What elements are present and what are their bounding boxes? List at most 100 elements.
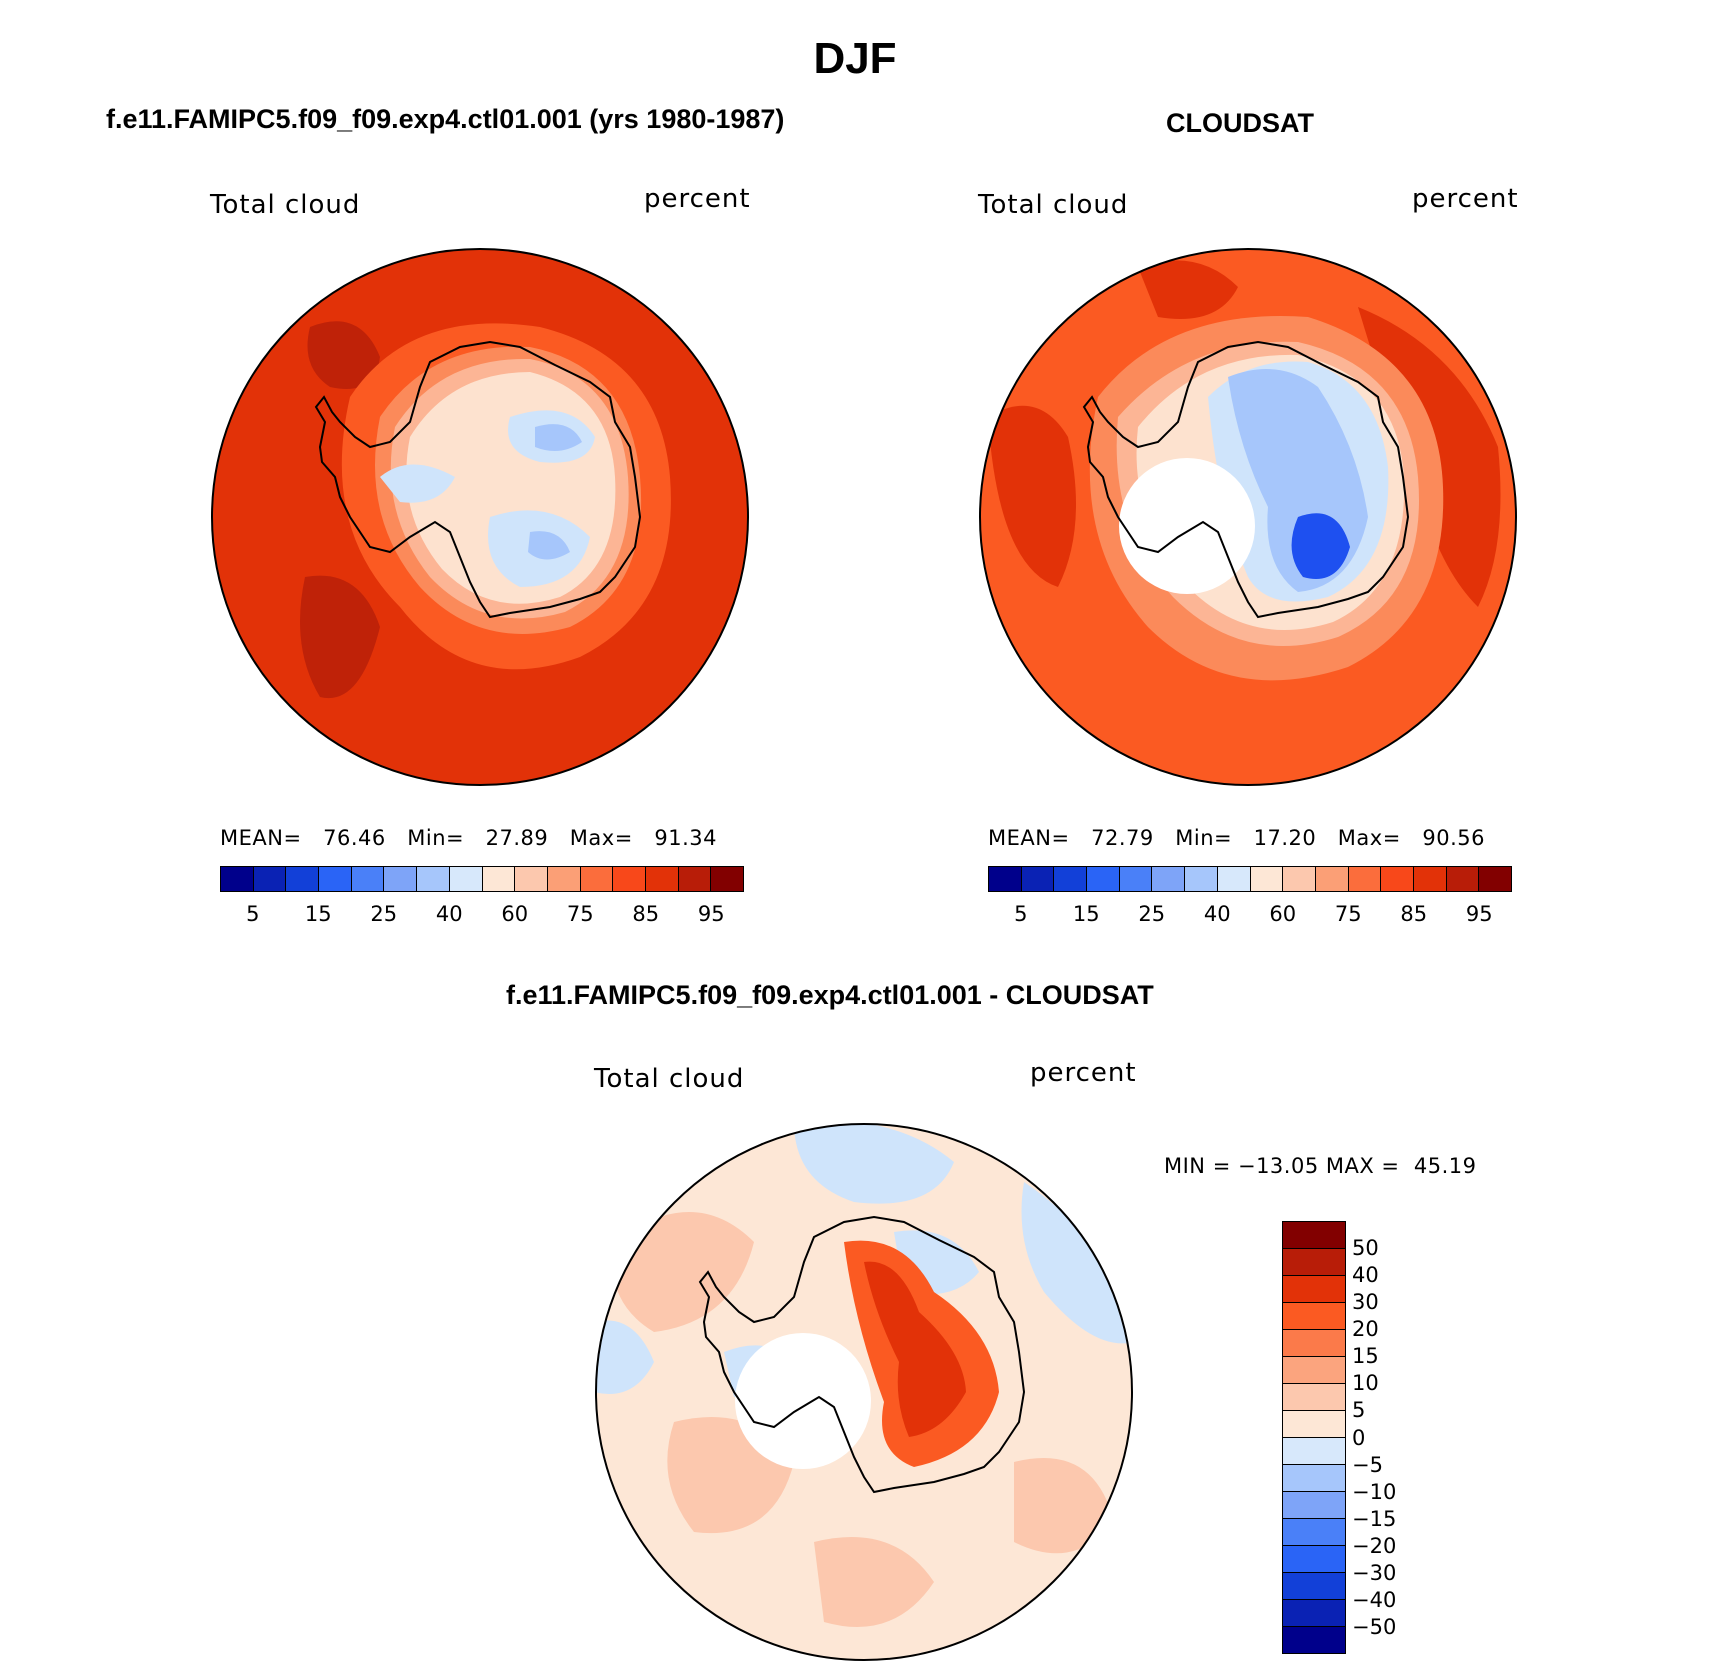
colorbar-swatch: [711, 867, 743, 891]
colorbar-swatch: [1283, 1573, 1345, 1600]
model-coastline: [314, 340, 642, 619]
obs-stats: MEAN= 72.79 Min= 17.20 Max= 90.56: [988, 826, 1485, 850]
obs-units-label: percent: [1412, 184, 1519, 214]
colorbar-tick-label: 30: [1352, 1290, 1379, 1315]
colorbar-swatch: [319, 867, 352, 891]
obs-max-label: Max=: [1337, 826, 1401, 850]
colorbar-swatch: [1283, 1276, 1345, 1303]
model-variable-label: Total cloud: [210, 190, 361, 220]
colorbar-swatch: [1185, 867, 1218, 891]
model-max-value: 91.34: [654, 826, 717, 850]
model-polar-map: [211, 248, 749, 786]
diff-panel-title: f.e11.FAMIPC5.f09_f09.exp4.ctl01.001 - C…: [506, 980, 1154, 1010]
diff-positive-patch: [814, 1537, 934, 1627]
diff-missing-data-hole: [735, 1333, 871, 1469]
colorbar-tick-label: 75: [1334, 902, 1362, 926]
obs-max-value: 90.56: [1422, 826, 1485, 850]
colorbar-swatch: [1087, 867, 1120, 891]
colorbar-tick-label: 60: [501, 902, 529, 926]
model-min-value: 27.89: [485, 826, 549, 850]
colorbar-tick-label: 5: [1352, 1398, 1366, 1423]
model-min-label: Min=: [407, 826, 465, 850]
colorbar-swatch: [989, 867, 1022, 891]
colorbar-swatch: [1283, 1357, 1345, 1384]
colorbar-swatch: [1283, 1546, 1345, 1573]
colorbar-swatch: [1283, 867, 1316, 891]
colorbar-swatch: [449, 867, 483, 891]
colorbar-swatch: [1283, 1303, 1345, 1330]
colorbar-swatch: [286, 867, 320, 891]
colorbar-swatch: [1315, 867, 1349, 891]
obs-missing-data-hole: [1119, 458, 1255, 594]
colorbar-swatch: [1152, 867, 1186, 891]
colorbar-swatch: [547, 867, 581, 891]
diff-positive-patch: [612, 1212, 754, 1332]
diff-negative-patch: [794, 1124, 954, 1204]
colorbar-swatch: [1021, 867, 1055, 891]
colorbar-swatch: [1283, 1438, 1345, 1465]
colorbar-swatch: [1250, 867, 1284, 891]
colorbar-tick-label: 25: [1138, 902, 1166, 926]
colorbar-tick-label: −50: [1352, 1614, 1397, 1639]
diff-colorbar: [1282, 1221, 1346, 1654]
colorbar-swatch: [645, 867, 679, 891]
model-units-label: percent: [644, 184, 751, 214]
model-mean-label: MEAN=: [220, 826, 302, 850]
colorbar-tick-label: 40: [1352, 1263, 1379, 1288]
model-low-cloud-patch: [380, 464, 455, 503]
colorbar-tick-label: 60: [1269, 902, 1297, 926]
colorbar-swatch: [1283, 1222, 1345, 1249]
colorbar-tick-label: −30: [1352, 1560, 1397, 1585]
colorbar-tick-label: 40: [435, 902, 463, 926]
obs-mean-label: MEAN=: [988, 826, 1070, 850]
diff-variable-label: Total cloud: [594, 1064, 745, 1094]
diff-units-label: percent: [1030, 1058, 1137, 1088]
colorbar-tick-label: 85: [632, 902, 660, 926]
colorbar-swatch: [580, 867, 614, 891]
obs-mean-value: 72.79: [1091, 826, 1154, 850]
colorbar-swatch: [1283, 1411, 1345, 1438]
colorbar-swatch: [1283, 1519, 1345, 1546]
obs-panel-title: CLOUDSAT: [1166, 108, 1314, 138]
model-lowest-cloud-patch: [528, 531, 570, 560]
colorbar-swatch: [1283, 1492, 1345, 1519]
colorbar-tick-label: 20: [1352, 1317, 1379, 1342]
diff-positive-patch: [1014, 1458, 1114, 1554]
model-panel-title: f.e11.FAMIPC5.f09_f09.exp4.ctl01.001 (yr…: [106, 104, 785, 134]
colorbar-tick-label: 85: [1400, 902, 1428, 926]
diff-largest-positive-patch: [864, 1261, 966, 1437]
colorbar-tick-label: −5: [1352, 1452, 1383, 1477]
colorbar-swatch: [515, 867, 548, 891]
colorbar-swatch: [613, 867, 646, 891]
model-stats: MEAN= 76.46 Min= 27.89 Max= 91.34: [220, 826, 717, 850]
colorbar-swatch: [221, 867, 254, 891]
colorbar-tick-label: −15: [1352, 1506, 1397, 1531]
colorbar-swatch: [1446, 867, 1480, 891]
main-title: DJF: [813, 34, 897, 83]
colorbar-tick-label: 15: [304, 902, 332, 926]
colorbar-swatch: [1479, 867, 1511, 891]
colorbar-swatch: [253, 867, 287, 891]
colorbar-tick-label: 50: [1352, 1236, 1379, 1261]
obs-map-border: [979, 248, 1517, 786]
obs-coastline: [1082, 340, 1410, 619]
diff-stats: MIN = −13.05 MAX = 45.19: [1164, 1154, 1477, 1178]
colorbar-swatch: [1283, 1600, 1345, 1627]
colorbar-tick-label: 25: [370, 902, 398, 926]
colorbar-swatch: [417, 867, 450, 891]
colorbar-tick-label: 0: [1352, 1425, 1366, 1450]
colorbar-tick-label: 5: [1014, 902, 1028, 926]
model-colorbar: [220, 866, 744, 892]
model-map-border: [211, 248, 749, 786]
model-lowest-cloud-patch: [535, 424, 582, 451]
colorbar-tick-label: 95: [697, 902, 725, 926]
colorbar-swatch: [1217, 867, 1251, 891]
model-high-cloud-patch: [300, 575, 380, 699]
model-mean-value: 76.46: [323, 826, 386, 850]
obs-variable-label: Total cloud: [978, 190, 1129, 220]
diff-polar-map: [595, 1123, 1133, 1661]
obs-high-cloud-patch: [1138, 260, 1238, 319]
colorbar-tick-label: 10: [1352, 1371, 1379, 1396]
colorbar-swatch: [1119, 867, 1153, 891]
obs-min-label: Min=: [1175, 826, 1233, 850]
